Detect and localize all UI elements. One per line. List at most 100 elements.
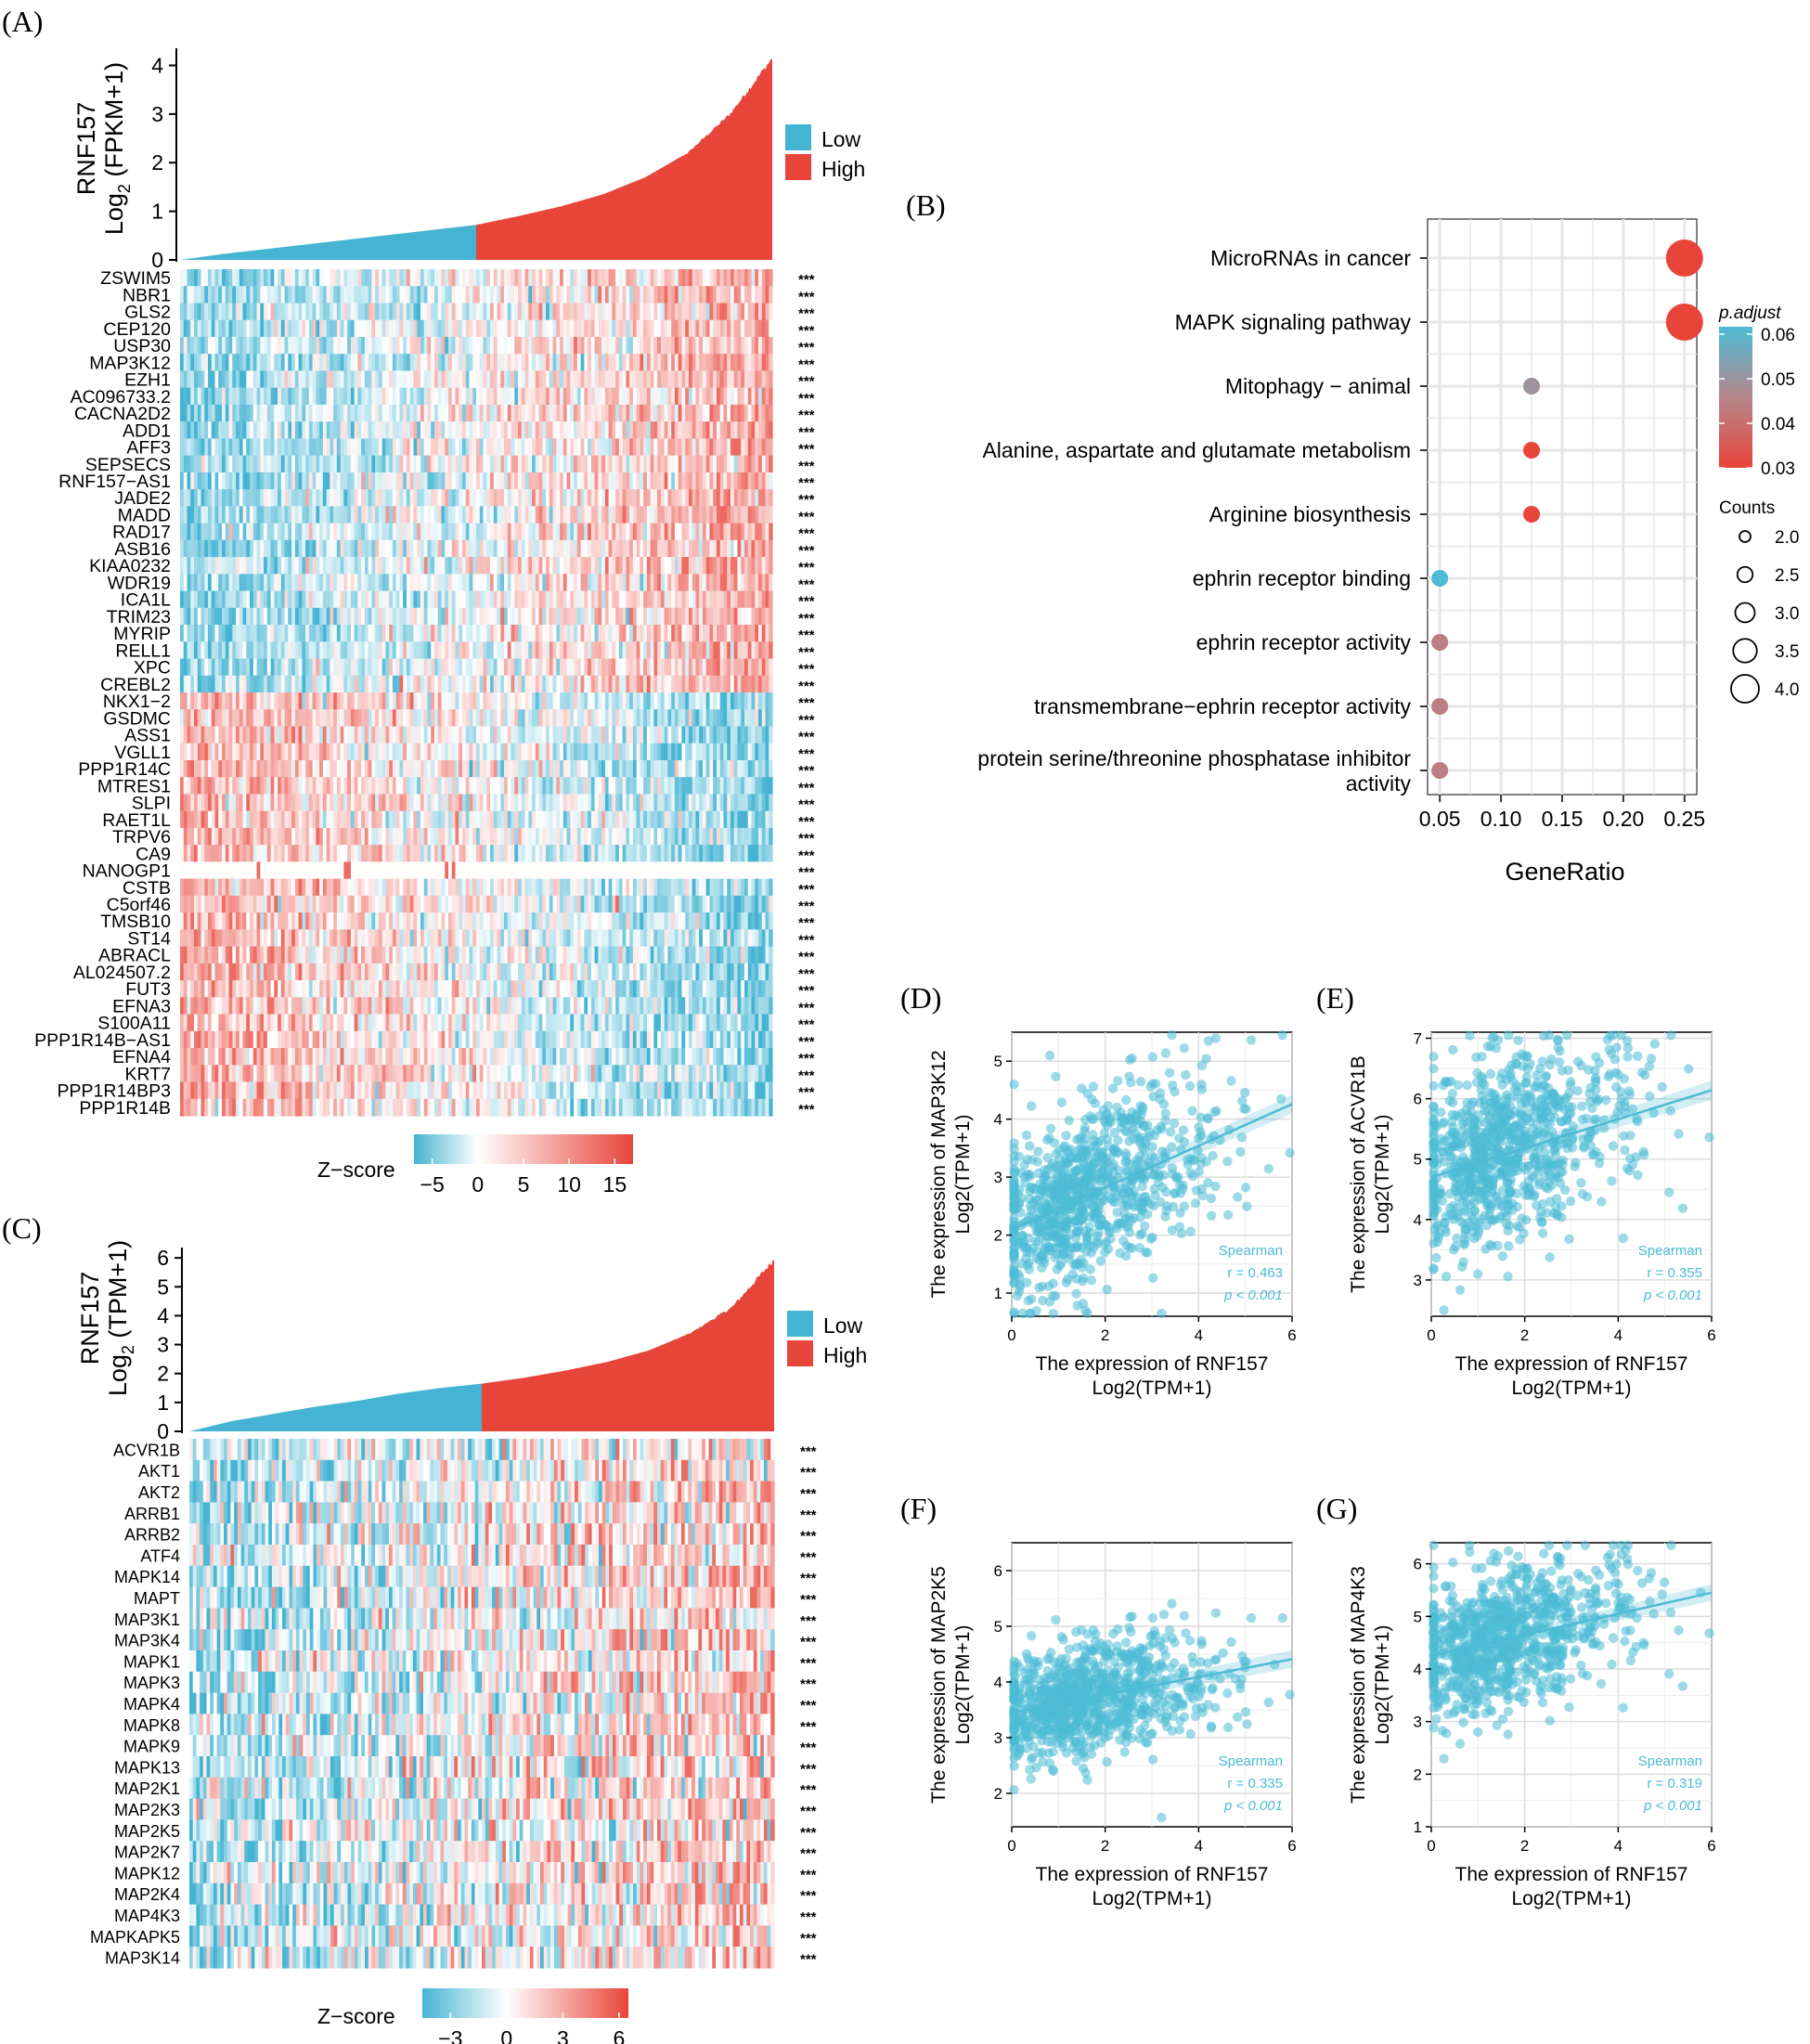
heatmap-cell [580,743,585,761]
heatmap-cell [406,607,411,626]
heatmap-cell [549,489,554,507]
heatmap-cell [316,455,320,473]
heatmap-cell [385,319,390,338]
heatmap-cell [389,336,394,355]
heatmap-cell [211,759,216,778]
heatmap-cell [685,692,690,710]
heatmap-cell [552,472,557,490]
heatmap-cell [250,557,254,575]
heatmap-cell [413,523,418,541]
heatmap-cell [194,421,199,439]
heatmap-cell [208,539,213,558]
heatmap-cell [716,303,721,321]
heatmap-cell [190,625,195,642]
heatmap-cell [347,472,352,490]
heatmap-cell [719,269,725,287]
heatmap-cell [702,319,707,338]
heatmap-cell [552,370,557,389]
heatmap-cell [222,438,226,457]
heatmap-cell [423,743,429,761]
heatmap-cell [733,303,739,321]
heatmap-cell [211,303,216,321]
heatmap-cell [626,354,630,372]
heatmap-cell [626,641,630,660]
heatmap-cell [375,726,380,744]
heatmap-cell [727,404,731,422]
heatmap-cell [427,743,432,761]
heatmap-cell [291,607,296,626]
heatmap-cell [211,455,216,473]
heatmap-cell [284,319,289,338]
heatmap-cell [574,523,578,541]
heatmap-cell [392,489,397,507]
heatmap-cell [409,319,415,338]
heatmap-cell [640,421,644,439]
heatmap-cell [618,539,624,558]
heatmap-cell [288,658,292,677]
heatmap-cell [705,607,711,626]
heatmap-cell [560,336,564,355]
heatmap-cell [556,303,561,321]
heatmap-cell [688,303,693,321]
heatmap-cell [252,743,258,761]
heatmap-cell [542,489,547,507]
heatmap-cell [312,455,317,473]
heatmap-cell [218,557,223,575]
heatmap-cell [197,759,202,778]
heatmap-cell [562,404,568,422]
heatmap-cell [719,404,725,422]
heatmap-cell [507,286,512,304]
heatmap-cell [588,354,592,372]
heatmap-cell [270,489,275,507]
heatmap-cell [761,726,767,744]
heatmap-cell [381,506,387,524]
heatmap-cell [542,625,547,642]
heatmap-cell [716,354,721,372]
heatmap-cell [622,319,627,338]
heatmap-cell [486,354,491,372]
heatmap-cell [532,506,537,524]
heatmap-cell [552,539,557,558]
heatmap-cell [427,336,432,355]
heatmap-cell [225,421,230,439]
heatmap-cell [378,625,383,642]
heatmap-cell [294,726,300,744]
heatmap-cell [194,590,199,609]
heatmap-cell [622,590,627,609]
heatmap-cell [755,269,759,287]
heatmap-cell [497,421,501,439]
heatmap-cell [232,557,237,575]
heatmap-cell [709,506,714,524]
heatmap-cell [389,539,394,558]
heatmap-cell [371,539,376,558]
heatmap-cell [538,370,543,389]
heatmap-cell [455,472,459,490]
heatmap-cell [594,319,599,338]
heatmap-cell [598,438,602,457]
heatmap-cell [681,269,686,287]
heatmap-cell [653,489,658,507]
heatmap-cell [667,286,672,304]
heatmap-cell [239,675,244,693]
heatmap-cell [305,370,310,389]
heatmap-cell [588,472,592,490]
heatmap-cell [490,743,495,761]
heatmap-cell [242,354,247,372]
heatmap-cell [678,354,683,372]
heatmap-cell [378,709,383,728]
heatmap-cell [476,574,481,592]
heatmap-cell [562,625,568,642]
heatmap-cell [403,455,407,473]
heatmap-cell [274,523,278,541]
heatmap-cell [733,625,739,642]
heatmap-cell [549,455,554,473]
heatmap-cell [368,421,373,439]
heatmap-cell [294,675,300,693]
heatmap-cell [357,607,362,626]
heatmap-cell [180,472,185,490]
heatmap-cell [256,506,261,524]
heatmap-cell [302,539,306,558]
heatmap-cell [417,675,421,693]
heatmap-cell [461,269,467,287]
heatmap-cell [441,574,446,592]
